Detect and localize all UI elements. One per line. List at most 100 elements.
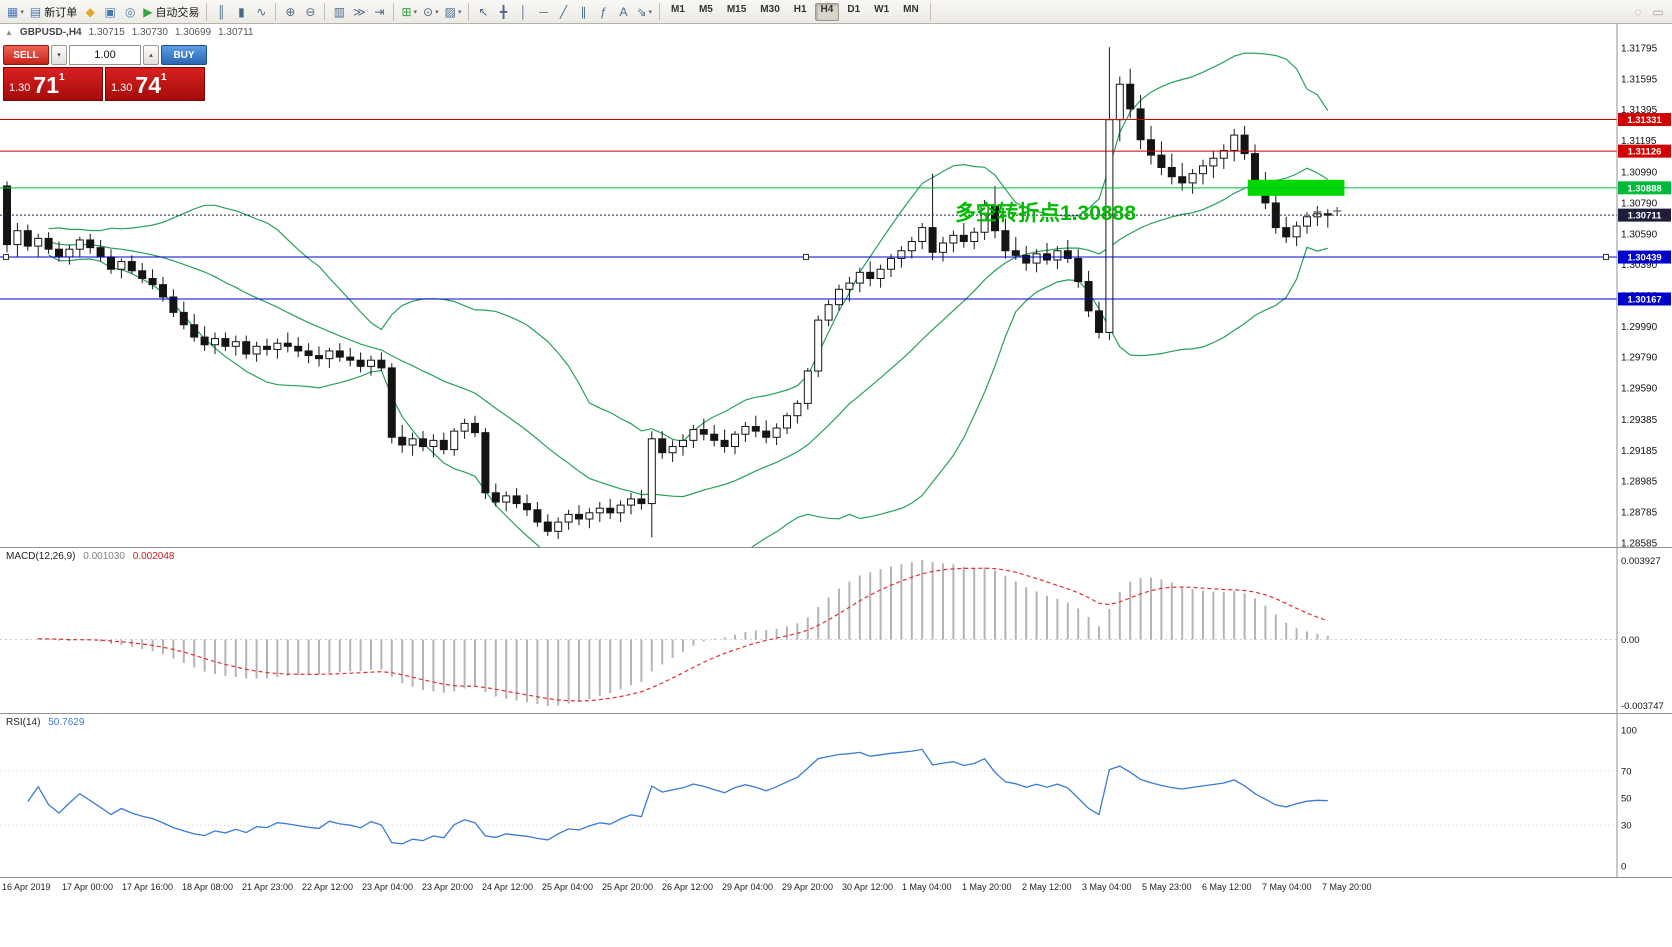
candle-body	[512, 495, 521, 505]
vertical-line-button[interactable]: │	[513, 2, 533, 22]
timeframe-d1[interactable]: D1	[847, 3, 861, 15]
timeframe-mn[interactable]: MN	[903, 3, 919, 15]
candlestick-chart-button[interactable]: ▮	[231, 2, 251, 22]
timeframe-m5[interactable]: M5	[698, 3, 713, 15]
lot-decrease-button[interactable]: ▾	[51, 45, 67, 65]
plus-marker[interactable]	[1313, 208, 1322, 217]
terminal-window-button[interactable]: ▣	[100, 2, 120, 22]
timeframe-m30[interactable]: M30	[760, 3, 780, 15]
candle-body	[398, 436, 407, 446]
search-button[interactable]: ◌	[1628, 2, 1648, 22]
candle-body	[75, 239, 84, 250]
equidistant-channel-button[interactable]: ∥	[573, 2, 593, 22]
timeframe-w1[interactable]: W1	[874, 3, 890, 15]
time-axis[interactable]: 16 Apr 2019 17 Apr 00:00 17 Apr 16:00 18 Ap…	[0, 878, 1672, 902]
macd-axis-label: -0.003747	[1621, 701, 1664, 712]
sell-price-tile[interactable]: 1.30 71 1	[3, 67, 103, 101]
bar-chart-button[interactable]: ║	[211, 2, 231, 22]
horizontal-line-button[interactable]: ─	[533, 2, 553, 22]
macd-label: MACD(12,26,9)	[6, 551, 76, 562]
lot-size-input[interactable]: 1.00	[69, 45, 141, 65]
arrows-caret-icon[interactable]: ▾	[648, 8, 653, 16]
crosshair-button[interactable]: ╋	[493, 2, 513, 22]
strategy-navigator-icon: ◎	[124, 4, 136, 19]
fibonacci-button[interactable]: ƒ	[593, 2, 613, 22]
buy-button[interactable]: BUY	[161, 45, 207, 65]
price-badge-1.30888	[1618, 181, 1671, 195]
templates-caret-icon[interactable]: ▾	[457, 8, 462, 16]
candle-body	[699, 429, 708, 435]
timeframe-h4[interactable]: H4	[814, 2, 840, 21]
price-badge-text: 1.30888	[1627, 183, 1661, 194]
candle-body	[367, 359, 375, 367]
auto-scroll-button[interactable]: ≫	[349, 2, 369, 22]
cursor-button[interactable]: ↖	[473, 2, 493, 22]
zoom-out-button[interactable]: ⊖	[300, 2, 320, 22]
lot-increase-button[interactable]: ▴	[143, 45, 159, 65]
line-chart-button[interactable]: ∿	[251, 2, 271, 22]
chart-header: ▲ GBPUSD-,H4 1.30715 1.30730 1.30699 1.3…	[5, 27, 253, 38]
candle-body	[273, 342, 282, 350]
candle-body	[1084, 281, 1093, 312]
collapse-icon[interactable]: ▲	[5, 28, 13, 37]
candle-body	[34, 237, 43, 247]
ohlc-low: 1.30699	[174, 27, 212, 38]
templates-button[interactable]: ▨ ▾	[442, 2, 465, 22]
new-order-button[interactable]: ▤ 新订单	[27, 2, 80, 22]
price-badge-text: 1.31331	[1627, 115, 1662, 126]
candle-body	[710, 433, 719, 441]
text-button[interactable]: A	[613, 2, 633, 22]
candle-body	[169, 296, 178, 313]
candle-body	[647, 438, 656, 505]
timeframe-m1[interactable]: M1	[671, 3, 685, 15]
price-axis-label: 1.29185	[1621, 446, 1658, 457]
timeframe-h1[interactable]: H1	[793, 3, 807, 15]
sell-price-big: 71	[33, 72, 60, 98]
ohlc-high: 1.30730	[131, 27, 168, 38]
sell-button[interactable]: SELL	[3, 45, 49, 65]
price-axis-label: 1.28985	[1621, 477, 1658, 488]
tile-windows-button[interactable]: ▥	[329, 2, 349, 22]
arrows-button[interactable]: ⇘ ▾	[633, 2, 655, 22]
chart-shift-button[interactable]: ⇥	[369, 2, 389, 22]
plus-marker[interactable]	[1333, 206, 1342, 215]
mql-community-button[interactable]: ◆	[80, 2, 100, 22]
candle-body	[772, 427, 781, 438]
help-button[interactable]: ▭	[1648, 2, 1668, 22]
autotrading-button[interactable]: ▶ 自动交易	[140, 2, 202, 22]
arrows-icon: ⇘	[636, 4, 647, 19]
price-axis-label: 1.31395	[1621, 105, 1658, 116]
macd-main-value: 0.001030	[83, 551, 125, 562]
periods-button[interactable]: ⊙ ▾	[420, 2, 442, 22]
annotation-text[interactable]: 多空转折点1.30888	[955, 201, 1136, 225]
candle-body	[887, 257, 895, 270]
trendline-button[interactable]: ╱	[553, 2, 573, 22]
periods-caret-icon[interactable]: ▾	[435, 8, 439, 16]
price-axis-label: 1.30990	[1621, 168, 1658, 179]
candle-body	[720, 439, 729, 448]
price-axis-label: 1.30590	[1621, 229, 1658, 240]
candle-body	[803, 370, 812, 404]
strategy-navigator-button[interactable]: ◎	[120, 2, 140, 22]
timeframe-m15[interactable]: M15	[726, 3, 747, 15]
line-handle[interactable]	[3, 254, 9, 261]
line-handle[interactable]	[1603, 254, 1609, 261]
candlestick-chart-icon: ▮	[238, 4, 245, 19]
buy-price-tile[interactable]: 1.30 74 1	[105, 67, 205, 101]
new-order-label: 新订单	[44, 6, 78, 19]
time-axis-label: 22 Apr 12:00	[302, 882, 354, 892]
search-icon: ◌	[1634, 4, 1642, 19]
main-price-chart: 多空转折点1.30888 1.31795 1.31595 1.31395 1.31195…	[0, 24, 1672, 548]
price-axis-label: 1.29590	[1621, 383, 1658, 394]
time-axis-label: 18 Apr 08:00	[182, 882, 234, 892]
new-chart-caret-icon[interactable]: ▾	[20, 8, 24, 16]
indicators-caret-icon[interactable]: ▾	[413, 8, 418, 16]
zoom-in-button[interactable]: ⊕	[280, 2, 300, 22]
price-axis-label: 1.29790	[1621, 353, 1658, 364]
line-handle[interactable]	[803, 254, 809, 261]
candle-body	[897, 250, 906, 259]
candle-body	[616, 504, 625, 514]
new-chart-button[interactable]: ▦ ▾	[4, 2, 27, 22]
candle-body	[824, 304, 833, 321]
indicators-button[interactable]: ⊞ ▾	[398, 2, 420, 22]
